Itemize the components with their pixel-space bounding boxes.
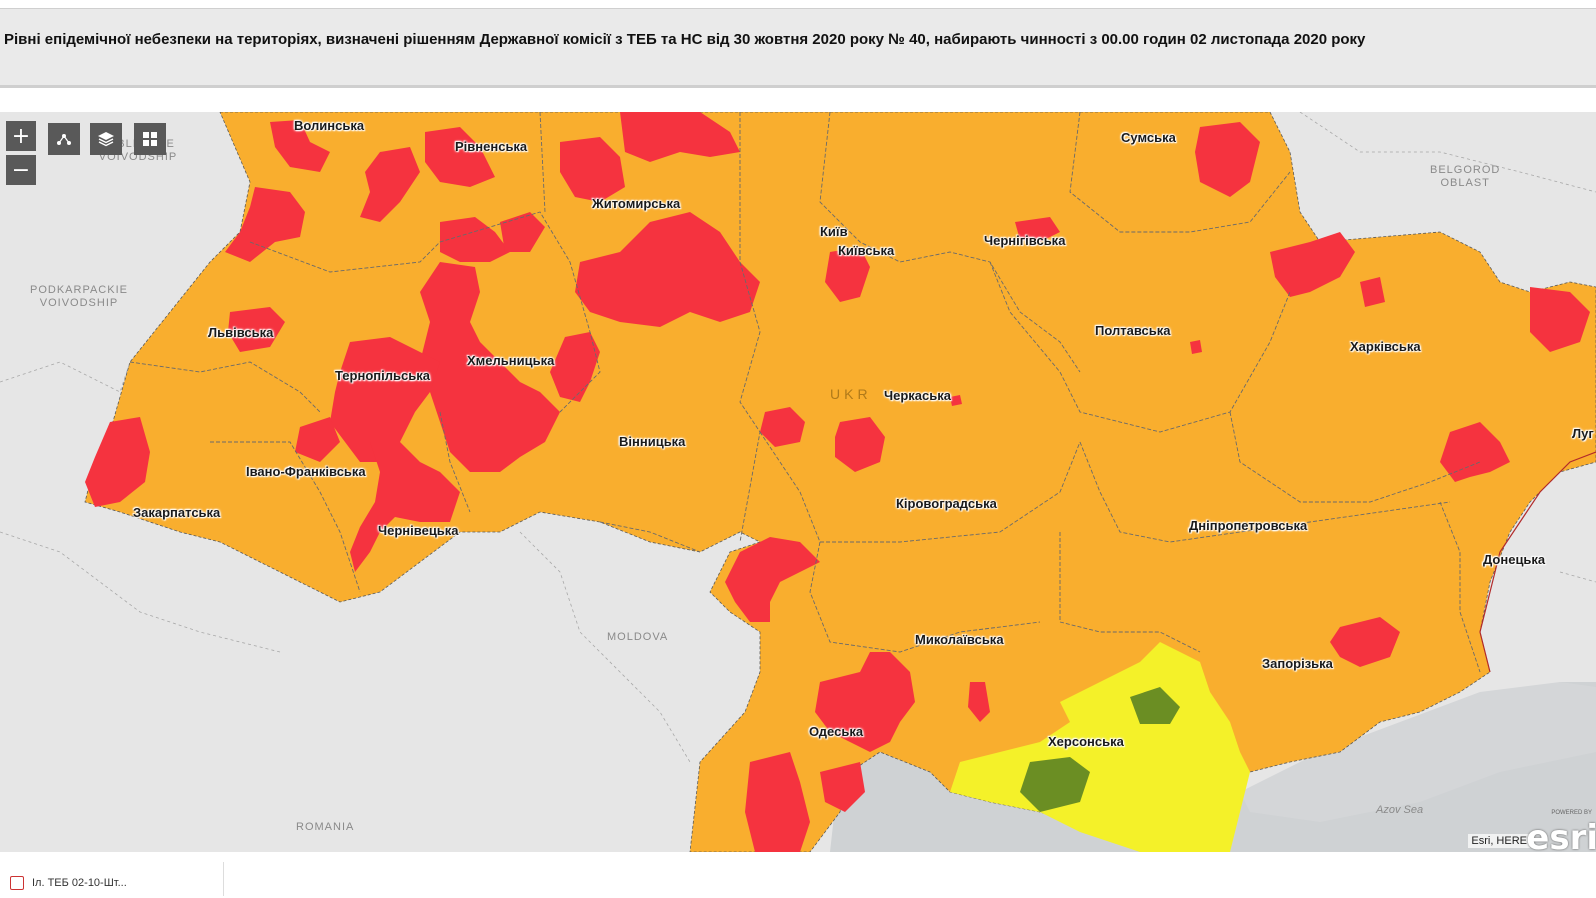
region-label-sumy: Сумська bbox=[1121, 130, 1176, 145]
basemap-label-podkarpackie: PODKARPACKIE VOIVODSHIP bbox=[30, 284, 128, 310]
legend-layer-item[interactable]: Іл. ТЕБ 02-10-Шт... bbox=[10, 876, 127, 890]
region-label-mykolaiv: Миколаївська bbox=[915, 632, 1004, 647]
footer-divider bbox=[223, 862, 224, 896]
region-label-luhansk: Луг bbox=[1572, 426, 1594, 441]
layer-icon bbox=[10, 876, 24, 890]
region-label-zaporizhzhia: Запорізька bbox=[1262, 656, 1333, 671]
region-label-kirovohrad: Кіровоградська bbox=[896, 496, 997, 511]
neighbor-borders bbox=[0, 112, 1596, 763]
region-label-ivano-frankivsk: Івано-Франківська bbox=[246, 464, 366, 479]
zoom-in-button[interactable]: + bbox=[6, 121, 36, 151]
esri-logo-text: esri bbox=[1526, 818, 1596, 852]
region-label-lviv: Львівська bbox=[208, 325, 274, 340]
sea bbox=[830, 682, 1596, 852]
layers-button[interactable] bbox=[90, 123, 122, 155]
region-label-poltava: Полтавська bbox=[1095, 323, 1171, 338]
share-button[interactable] bbox=[48, 123, 80, 155]
region-label-rivne: Рівненська bbox=[455, 139, 528, 154]
zoom-out-button[interactable]: − bbox=[6, 155, 36, 185]
basemap-label-podkarpackie-line1: PODKARPACKIE bbox=[30, 284, 128, 296]
region-label-zhytomyr: Житомирська bbox=[592, 196, 681, 211]
region-label-zakarpattia: Закарпатська bbox=[133, 505, 221, 520]
map-view[interactable]: LUBLINSKIE VOIVODSHIP PODKARPACKIE VOIVO… bbox=[0, 112, 1596, 852]
basemap-label-belgorod-line1: BELGOROD bbox=[1430, 164, 1501, 176]
basemap-label-belgorod: BELGOROD OBLAST bbox=[1430, 164, 1500, 190]
region-label-kyiv-city: Київ bbox=[820, 224, 848, 239]
esri-powered-label: POWERED BY bbox=[1551, 810, 1592, 816]
map-canvas[interactable] bbox=[0, 112, 1596, 852]
basemap-gallery-button[interactable] bbox=[134, 123, 166, 155]
map-attribution[interactable]: Esri, HERE bbox=[1468, 834, 1530, 848]
basemap-label-azov: Azov Sea bbox=[1376, 804, 1424, 816]
map-header: Рівні епідемічної небезпеки на територія… bbox=[0, 8, 1596, 88]
region-label-ternopil: Тернопільська bbox=[335, 368, 430, 383]
region-label-volyn: Волинська bbox=[294, 118, 365, 133]
kherson-green-zone-1[interactable] bbox=[1130, 687, 1180, 724]
region-label-dnipro: Дніпропетровська bbox=[1189, 518, 1308, 533]
region-label-odesa: Одеська bbox=[809, 724, 864, 739]
region-label-cherkasy: Черкаська bbox=[884, 388, 951, 403]
grid-icon bbox=[143, 132, 157, 146]
layers-icon bbox=[98, 132, 114, 147]
region-label-vinnytsia: Вінницька bbox=[619, 434, 686, 449]
esri-logo[interactable]: POWERED BY esri bbox=[1526, 808, 1596, 852]
legend-layer-label: Іл. ТЕБ 02-10-Шт... bbox=[32, 877, 127, 889]
oblast-borders bbox=[129, 112, 1481, 673]
kherson-green-zone-2[interactable] bbox=[1020, 757, 1090, 812]
map-title: Рівні епідемічної небезпеки на територія… bbox=[4, 31, 1366, 48]
region-label-kherson: Херсонська bbox=[1048, 734, 1124, 749]
kherson-yellow-zone[interactable] bbox=[950, 642, 1250, 852]
legend-footer: Іл. ТЕБ 02-10-Шт... bbox=[0, 852, 1596, 898]
region-label-kyiv: Київська bbox=[838, 243, 895, 258]
basemap-label-belgorod-line2: OBLAST bbox=[1440, 177, 1490, 189]
basemap-label-moldova: MOLDOVA bbox=[607, 631, 669, 643]
basemap-label-ukraine: UKR bbox=[830, 386, 872, 402]
region-label-kharkiv: Харківська bbox=[1350, 339, 1421, 354]
basemap-label-podkarpackie-line2: VOIVODSHIP bbox=[39, 297, 119, 309]
red-zones[interactable] bbox=[85, 112, 1590, 852]
region-label-khmelnytskyi: Хмельницька bbox=[467, 353, 555, 368]
share-icon bbox=[57, 134, 71, 145]
basemap-label-romania: ROMANIA bbox=[296, 821, 355, 833]
region-label-chernivtsi: Чернівецька bbox=[378, 523, 459, 538]
azov-sea bbox=[1240, 682, 1596, 822]
region-label-chernihiv: Чернігівська bbox=[984, 233, 1066, 248]
state-border-east bbox=[1479, 451, 1596, 673]
region-label-donetsk: Донецька bbox=[1483, 552, 1546, 567]
